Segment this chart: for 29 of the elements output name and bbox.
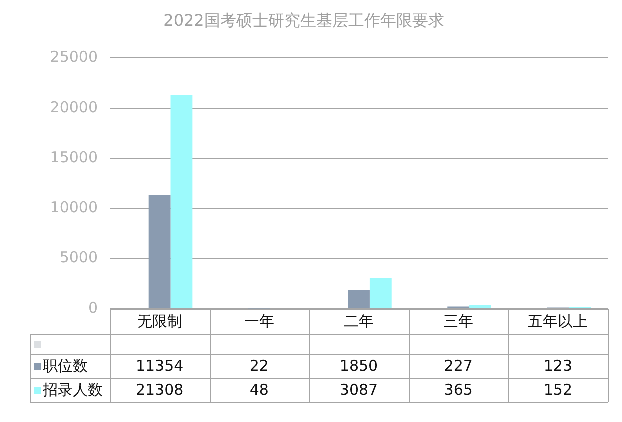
x-tick-label: 三年 <box>444 312 474 330</box>
bar <box>348 290 370 308</box>
y-tick-label: 25000 <box>50 48 98 66</box>
bar <box>170 95 193 308</box>
y-tick-label: 20000 <box>50 98 98 116</box>
data-label: 3087 <box>340 380 378 399</box>
data-label: 227 <box>444 356 473 375</box>
x-tick-label: 二年 <box>344 312 374 330</box>
data-label: 22 <box>250 356 269 375</box>
data-label: 123 <box>544 356 573 375</box>
data-label: 11354 <box>136 356 184 375</box>
y-tick-label: 10000 <box>50 198 98 217</box>
y-tick-label: 0 <box>88 298 98 317</box>
bar <box>470 305 492 308</box>
chart-title: 2022国考硕士研究生基层工作年限要求 <box>164 10 444 30</box>
x-tick-label: 无限制 <box>137 312 182 330</box>
bar <box>148 195 171 308</box>
data-label: 21308 <box>136 380 184 399</box>
data-label: 1850 <box>340 356 378 375</box>
legend-label: 职位数 <box>43 356 88 375</box>
y-tick-label: 15000 <box>50 148 98 166</box>
x-tick-label: 五年以上 <box>528 312 588 330</box>
data-label: 365 <box>444 380 473 399</box>
data-label: 48 <box>250 380 269 399</box>
bar <box>370 278 392 308</box>
y-tick-label: 5000 <box>60 248 98 267</box>
legend-label: 招录人数 <box>42 380 103 399</box>
x-tick-label: 一年 <box>244 312 274 330</box>
data-label: 152 <box>544 380 573 399</box>
